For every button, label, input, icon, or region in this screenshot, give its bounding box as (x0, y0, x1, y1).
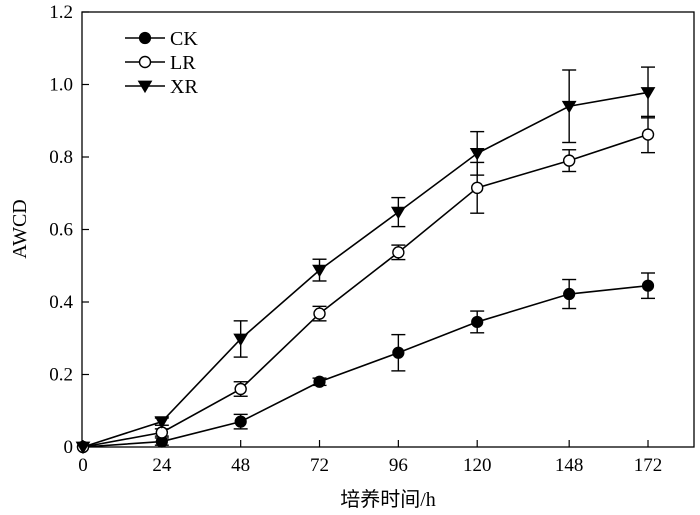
x-tick-label: 48 (231, 455, 250, 476)
series-lr-line (82, 133, 649, 448)
x-tick-label: 120 (463, 455, 492, 476)
x-tick-label: 96 (389, 455, 408, 476)
series-lr-point (641, 128, 655, 141)
legend-marker (137, 80, 153, 94)
x-tick-label: 72 (310, 455, 329, 476)
legend-marker (138, 55, 152, 69)
x-tick-label: 148 (555, 455, 584, 476)
y-tick-label: 0.2 (49, 365, 73, 386)
y-tick-label: 0.6 (49, 220, 73, 241)
legend-item-xr: XR (125, 76, 198, 98)
series-xr-point (233, 333, 249, 347)
y-tick-label: 1.0 (49, 75, 73, 96)
y-tick-label: 0.8 (49, 147, 73, 168)
legend-marker (138, 31, 152, 45)
x-tick-label: 0 (78, 455, 88, 476)
x-tick-label: 24 (152, 455, 172, 476)
y-tick-label: 1.2 (49, 2, 73, 23)
series-ck-line (82, 284, 649, 448)
series-xr-point (312, 264, 327, 278)
y-tick-label: 0.4 (49, 292, 73, 313)
series-xr (75, 66, 656, 455)
series-lr-point (313, 307, 326, 320)
series-ck-point (471, 315, 484, 329)
series-ck-point (234, 415, 247, 428)
legend-item-lr: LR (125, 52, 196, 74)
series-ck-point (563, 287, 576, 301)
legend-label: LR (170, 52, 196, 74)
series-xr-point (561, 100, 577, 114)
series-xr-point (75, 441, 91, 455)
series-xr-point (390, 206, 406, 220)
x-axis-title: 培养时间/h (340, 488, 436, 511)
series-lr (76, 115, 656, 454)
legend-label: XR (170, 76, 198, 98)
series-lr-point (392, 246, 405, 259)
legend-label: CK (170, 28, 198, 50)
x-axis: 0 24 48 72 96 120 148 172 (78, 440, 662, 476)
series-layer (75, 66, 656, 455)
legend-item-ck: CK (125, 28, 198, 50)
series-xr-line (82, 91, 649, 448)
y-axis: 0 0.2 0.4 0.6 0.8 1.0 1.2 (49, 2, 89, 458)
x-tick-label: 172 (634, 455, 663, 476)
series-lr-point (234, 382, 247, 396)
series-xr-point (154, 416, 170, 429)
series-lr-point (562, 154, 576, 167)
series-xr-point (640, 87, 656, 100)
series-ck-point (641, 279, 655, 292)
series-xr-point (469, 148, 485, 161)
y-tick-label: 0 (64, 437, 74, 458)
series-ck-point (313, 375, 326, 388)
series-lr-point (470, 181, 484, 195)
y-axis-title: AWCD (9, 199, 31, 259)
series-ck-point (392, 346, 405, 359)
